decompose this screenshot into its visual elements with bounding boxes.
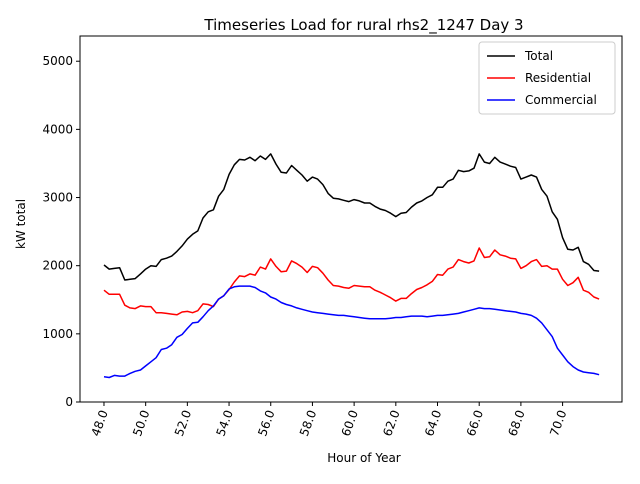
y-tick-label: 0 — [65, 395, 73, 409]
y-tick-label: 1000 — [42, 327, 73, 341]
y-tick-label: 5000 — [42, 54, 73, 68]
y-tick-label: 3000 — [42, 191, 73, 205]
series-line-total — [103, 153, 600, 281]
x-axis-label: Hour of Year — [327, 451, 401, 465]
legend-label-residential: Residential — [525, 71, 591, 85]
series-line-residential — [103, 247, 600, 316]
legend-box — [478, 41, 616, 115]
legend-label-total: Total — [524, 49, 553, 63]
y-tick-label: 4000 — [42, 122, 73, 136]
chart-title: Timeseries Load for rural rhs2_1247 Day … — [203, 16, 523, 35]
plot-frame — [79, 35, 623, 403]
legend: Total Residential Commercial — [478, 41, 616, 115]
y-tick-label: 2000 — [42, 259, 73, 273]
y-axis: 0 1000 2000 3000 4000 5000 — [42, 54, 80, 409]
plot-area — [79, 35, 623, 403]
legend-label-commercial: Commercial — [525, 93, 597, 107]
series-line-commercial — [103, 285, 600, 379]
y-axis-label: kW total — [14, 199, 28, 249]
